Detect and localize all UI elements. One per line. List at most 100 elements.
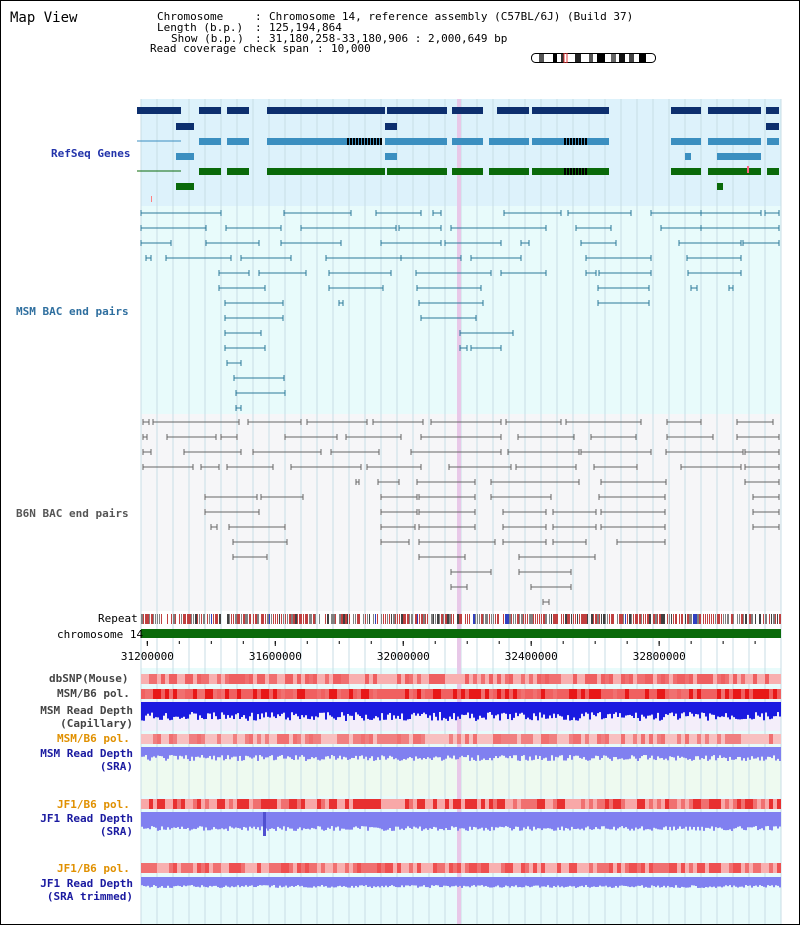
repeat-element — [481, 614, 483, 624]
msm-b6-pol-strip — [429, 734, 433, 744]
jf1-trimmed-depth-bar — [615, 877, 617, 886]
chromosome-bar — [141, 629, 781, 638]
jf1-sra-depth-bar — [349, 812, 351, 830]
jf1-sra-depth-bar — [249, 812, 251, 827]
track-label-msm-b6-pol-1: MSM/B6 pol. — [57, 687, 130, 700]
repeat-element — [363, 614, 364, 624]
repeat-element — [217, 614, 218, 624]
repeat-element — [631, 614, 632, 624]
msm-sra-depth-bar — [771, 747, 773, 759]
jf1-b6-pol-strip — [369, 799, 373, 809]
repeat-element — [415, 614, 417, 624]
dbsnp-strip — [165, 674, 169, 684]
jf1-sra-depth-bar — [413, 812, 415, 827]
track-label-msm-bac-end-pairs[interactable]: MSM BAC end pairs — [16, 305, 129, 318]
msm-capillary-depth-bar — [763, 702, 765, 721]
msm-sra-depth-bar — [305, 747, 307, 761]
jf1-sra-depth-bar — [321, 812, 323, 830]
repeat-element — [365, 614, 366, 624]
jf1-b6-pol-strip — [169, 863, 173, 873]
jf1-b6-pol-strip — [577, 799, 581, 809]
msm-sra-depth-bar — [659, 747, 661, 759]
jf1-trimmed-depth-bar — [637, 877, 639, 886]
msm-sra-depth-bar — [313, 747, 315, 759]
msm-sra-depth-bar — [481, 747, 483, 760]
track-label-refseq-genes[interactable]: RefSeq Genes — [51, 147, 131, 160]
jf1-trimmed-depth-bar — [367, 877, 369, 888]
jf1-sra-depth-bar — [233, 812, 235, 829]
repeat-element — [369, 614, 370, 624]
jf1-sra-depth-bar — [499, 812, 501, 827]
msm-b6-pol-strip — [405, 734, 409, 744]
repeat-element — [517, 614, 519, 624]
msm-sra-depth-bar — [225, 747, 227, 760]
track-label-b6n-bac-end-pairs[interactable]: B6N BAC end pairs — [16, 507, 129, 520]
msm-sra-depth-bar — [713, 747, 715, 756]
jf1-sra-depth-bar — [231, 812, 233, 828]
jf1-sra-depth-bar — [597, 812, 599, 829]
msm-sra-depth-bar — [611, 747, 613, 761]
msm-sra-depth-bar — [547, 747, 549, 761]
jf1-sra-depth-bar — [441, 812, 443, 829]
msm-sra-depth-bar — [211, 747, 213, 760]
jf1-b6-pol-strip — [605, 863, 609, 873]
jf1-trimmed-depth-bar — [193, 877, 195, 887]
repeat-element — [305, 614, 307, 624]
jf1-sra-depth-bar — [295, 812, 297, 831]
jf1-trimmed-depth-bar — [151, 877, 153, 887]
repeat-element — [155, 614, 156, 624]
dbsnp-strip — [761, 674, 765, 684]
msm-b6-pol-strip — [269, 734, 273, 744]
msm-b6-pol-strip — [501, 689, 505, 699]
jf1-trimmed-depth-bar — [491, 877, 493, 888]
jf1-b6-pol-strip — [769, 799, 773, 809]
msm-b6-pol-strip — [153, 689, 157, 699]
msm-b6-pol-strip — [301, 689, 305, 699]
msm-sra-depth-bar — [679, 747, 681, 758]
msm-b6-pol-strip — [537, 689, 541, 699]
msm-capillary-depth-bar — [439, 702, 441, 713]
msm-sra-depth-bar — [159, 747, 161, 756]
jf1-b6-pol-strip — [181, 863, 185, 873]
show-label: Show (b.p.) — [171, 32, 244, 45]
dbsnp-strip — [593, 674, 597, 684]
msm-b6-pol-strip — [717, 734, 721, 744]
dbsnp-strip — [497, 674, 501, 684]
repeat-element — [267, 614, 269, 624]
msm-sra-depth-bar — [423, 747, 425, 758]
repeat-element — [763, 614, 764, 624]
dbsnp-strip — [385, 674, 389, 684]
msm-capillary-depth-bar — [409, 702, 411, 719]
dbsnp-strip — [605, 674, 609, 684]
repeat-element — [417, 614, 418, 624]
jf1-b6-pol-strip — [209, 863, 213, 873]
jf1-sra-depth-bar — [481, 812, 483, 828]
msm-b6-pol-strip — [433, 734, 437, 744]
jf1-b6-pol-strip — [365, 799, 369, 809]
msm-sra-depth-bar — [383, 747, 385, 757]
msm-b6-pol-strip — [397, 734, 401, 744]
repeat-element — [213, 614, 214, 624]
msm-capillary-depth-bar — [381, 702, 383, 714]
jf1-trimmed-depth-bar — [733, 877, 735, 886]
msm-capillary-depth-bar — [317, 702, 319, 718]
msm-b6-pol-strip — [477, 689, 481, 699]
jf1-sra-depth-bar — [697, 812, 699, 827]
jf1-b6-pol-strip — [641, 799, 645, 809]
jf1-sra-depth-bar — [309, 812, 311, 830]
msm-sra-depth-bar — [389, 747, 391, 756]
chromosome-ideogram[interactable] — [531, 53, 656, 63]
jf1-sra-depth-bar — [689, 812, 691, 827]
msm-sra-depth-bar — [723, 747, 725, 758]
jf1-b6-pol-strip — [401, 799, 405, 809]
msm-sra-depth-bar — [213, 747, 215, 756]
jf1-sra-depth-bar — [429, 812, 431, 829]
msm-b6-pol-strip — [417, 689, 421, 699]
msm-b6-pol-strip — [253, 689, 257, 699]
msm-capillary-depth-bar — [693, 702, 695, 717]
dbsnp-strip — [193, 674, 197, 684]
jf1-sra-depth-bar — [775, 812, 777, 827]
jf1-trimmed-depth-bar — [247, 877, 249, 887]
jf1-sra-depth-bar — [503, 812, 505, 828]
